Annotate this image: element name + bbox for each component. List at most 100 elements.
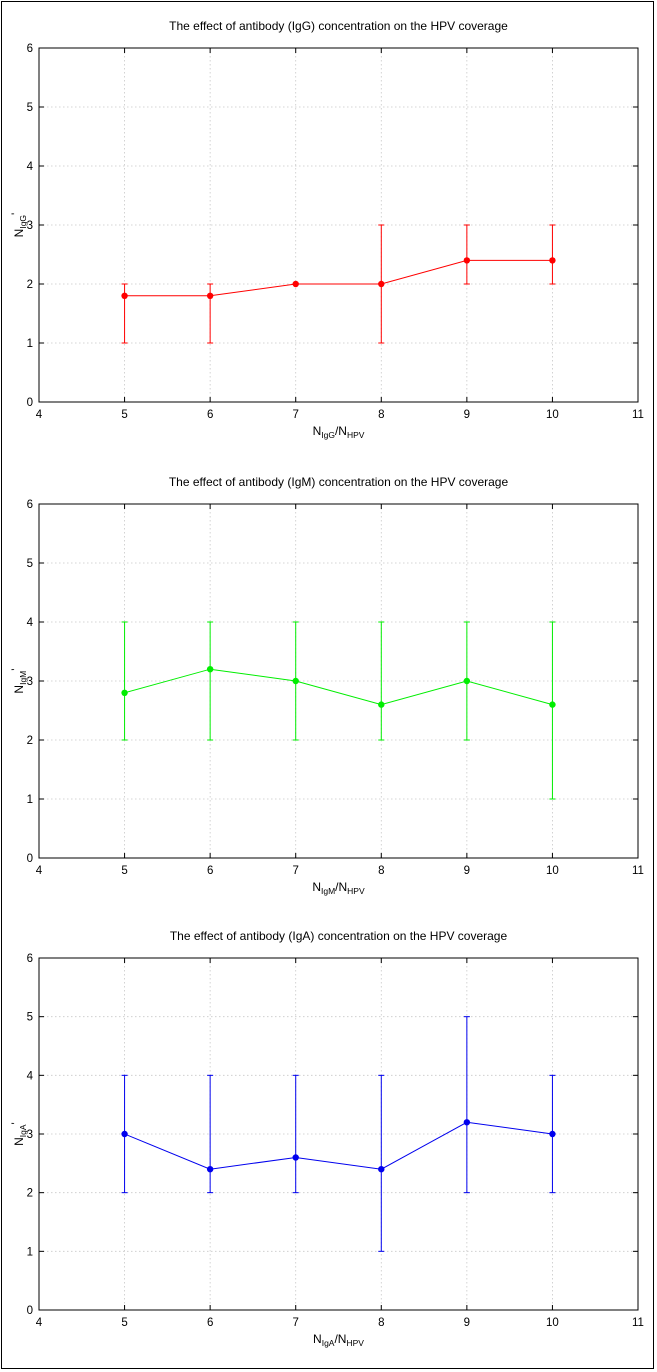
chart-igm: The effect of antibody (IgM) concentrati… xyxy=(9,475,644,896)
error-bar xyxy=(121,621,128,741)
error-bar xyxy=(463,224,470,285)
data-point xyxy=(463,677,471,685)
error-bar xyxy=(207,1074,214,1194)
y-tick-label: 6 xyxy=(27,953,33,965)
x-tick-label: 7 xyxy=(293,1317,299,1329)
x-label-main: N xyxy=(312,880,321,894)
error-bar xyxy=(378,1074,385,1252)
data-point xyxy=(292,280,299,288)
data-point xyxy=(463,1119,471,1126)
y-tick-label: 4 xyxy=(27,161,34,173)
x-label-main-sub: IgA xyxy=(322,1338,335,1348)
data-point xyxy=(378,701,385,708)
error-bar xyxy=(292,1074,299,1194)
x-label-main: N xyxy=(313,424,322,438)
x-label-sep: /N xyxy=(335,424,347,438)
x-tick-label: 9 xyxy=(464,409,470,421)
data-point xyxy=(378,280,385,288)
x-tick-label: 5 xyxy=(121,865,127,877)
y-tick-label: 3 xyxy=(27,676,33,688)
x-axis-label: NIgA/NHPV xyxy=(313,1332,364,1348)
x-label-sep-sub: HPV xyxy=(347,430,365,440)
y-axis-label: NIgA' xyxy=(9,1122,28,1146)
x-tick-label: 5 xyxy=(121,1317,127,1329)
y-label-sup: ' xyxy=(9,213,23,215)
y-label-sub: IgA xyxy=(18,1124,28,1137)
y-tick-label: 2 xyxy=(27,735,33,747)
data-point xyxy=(549,257,556,264)
y-label-main: N xyxy=(12,1137,26,1146)
chart-title: The effect of antibody (IgG) concentrati… xyxy=(169,19,508,33)
x-tick-label: 6 xyxy=(207,409,213,421)
series xyxy=(121,621,556,800)
y-label-sub: IgG xyxy=(18,215,28,229)
error-bar xyxy=(549,224,556,285)
x-tick-label: 4 xyxy=(36,1317,43,1329)
y-tick-label: 1 xyxy=(27,1246,33,1258)
x-tick-label: 4 xyxy=(36,409,43,421)
series xyxy=(121,1016,556,1252)
data-point xyxy=(378,1166,385,1173)
y-tick-label: 3 xyxy=(27,220,33,232)
series-line xyxy=(124,259,553,297)
y-tick-label: 5 xyxy=(27,558,33,570)
x-tick-label: 6 xyxy=(207,865,213,877)
y-tick-label: 6 xyxy=(27,499,33,511)
x-tick-label: 7 xyxy=(293,409,299,421)
y-tick-label: 2 xyxy=(27,1188,33,1200)
grid-lines xyxy=(39,48,638,402)
x-tick-label: 8 xyxy=(378,865,384,877)
data-point xyxy=(121,292,128,299)
y-label-sup: ' xyxy=(9,668,23,670)
x-tick-label: 10 xyxy=(546,865,559,877)
y-label-sub: IgM xyxy=(18,671,28,685)
data-point xyxy=(121,689,128,696)
x-tick-label: 9 xyxy=(464,865,470,877)
x-tick-label: 8 xyxy=(378,1317,384,1329)
x-axis-label: NIgG/NHPV xyxy=(313,424,365,440)
chart-iga: The effect of antibody (IgA) concentrati… xyxy=(9,929,644,1348)
y-tick-label: 3 xyxy=(27,1129,33,1141)
x-tick-label: 6 xyxy=(207,1317,213,1329)
y-tick-label: 5 xyxy=(27,102,33,114)
y-tick-label: 6 xyxy=(27,43,33,55)
series xyxy=(121,224,556,344)
data-point xyxy=(292,1154,299,1161)
x-tick-label: 10 xyxy=(546,1317,559,1329)
x-label-sep-sub: HPV xyxy=(346,1338,364,1348)
x-label-sep: /N xyxy=(334,1332,346,1346)
y-label-main: N xyxy=(12,229,26,238)
data-point xyxy=(121,1130,128,1138)
x-label-sep-sub: HPV xyxy=(347,886,365,896)
data-point xyxy=(549,701,556,708)
y-tick-label: 4 xyxy=(27,617,34,629)
data-point xyxy=(206,666,214,673)
y-tick-label: 4 xyxy=(27,1070,34,1082)
y-tick-label: 0 xyxy=(27,397,33,409)
data-point xyxy=(206,292,214,299)
y-axis-label: NIgM' xyxy=(9,668,28,693)
x-tick-label: 5 xyxy=(121,409,127,421)
x-label-sep: /N xyxy=(335,880,347,894)
y-tick-label: 5 xyxy=(27,1012,33,1024)
x-axis-label: NIgM/NHPV xyxy=(312,880,365,896)
chart-title: The effect of antibody (IgM) concentrati… xyxy=(169,475,509,489)
error-bar xyxy=(463,1016,470,1194)
x-tick-label: 4 xyxy=(36,865,43,877)
data-point xyxy=(549,1130,556,1138)
series-line xyxy=(124,668,553,706)
x-label-main: N xyxy=(313,1332,322,1346)
error-bar xyxy=(549,621,556,800)
x-tick-label: 11 xyxy=(632,865,644,877)
x-tick-label: 10 xyxy=(546,409,559,421)
x-tick-label: 9 xyxy=(464,1317,470,1329)
x-tick-label: 11 xyxy=(632,409,644,421)
x-tick-label: 7 xyxy=(293,865,299,877)
y-tick-label: 0 xyxy=(27,1305,33,1317)
grid-lines xyxy=(39,504,638,858)
series-line xyxy=(124,1121,553,1170)
grid-lines xyxy=(39,958,638,1310)
y-label-main: N xyxy=(12,685,26,694)
